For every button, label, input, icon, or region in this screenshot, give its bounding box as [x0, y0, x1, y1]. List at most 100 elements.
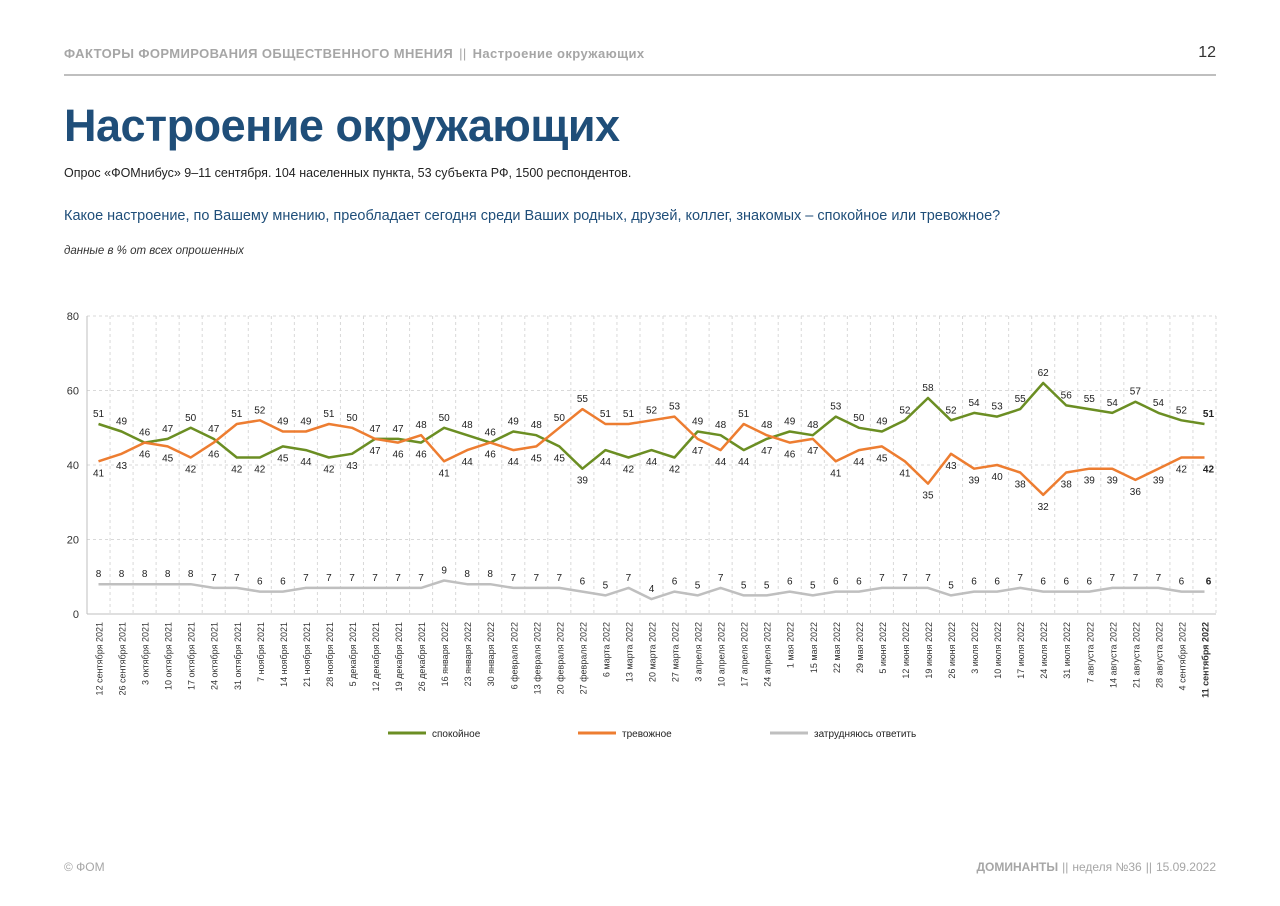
x-tick-label: 21 ноября 2021 — [302, 622, 312, 687]
data-label-anxious: 45 — [876, 453, 888, 464]
data-label-anxious: 39 — [1084, 476, 1096, 487]
data-label-hard: 8 — [165, 569, 171, 580]
data-label-anxious: 55 — [577, 394, 589, 405]
x-tick-label: 31 июля 2022 — [1062, 622, 1072, 679]
x-tick-label: 7 августа 2022 — [1085, 622, 1095, 683]
data-label-calm: 49 — [876, 416, 888, 427]
data-label-hard: 7 — [1133, 573, 1139, 584]
data-label-hard: 7 — [879, 573, 885, 584]
data-label-calm: 52 — [1176, 405, 1188, 416]
data-label-calm: 49 — [116, 416, 128, 427]
data-label-anxious: 46 — [392, 450, 404, 461]
data-label-anxious: 36 — [1130, 487, 1142, 498]
data-label-calm: 55 — [1015, 394, 1027, 405]
data-label-anxious: 38 — [1061, 479, 1073, 490]
data-label-anxious: 35 — [922, 491, 934, 502]
data-label-calm: 55 — [1084, 394, 1096, 405]
x-tick-label: 24 апреля 2022 — [763, 622, 773, 687]
data-label-calm: 54 — [1153, 398, 1165, 409]
x-tick-label: 22 мая 2022 — [832, 622, 842, 673]
x-tick-label: 12 декабря 2021 — [371, 622, 381, 691]
data-label-hard: 7 — [418, 573, 424, 584]
x-tick-label: 21 августа 2022 — [1131, 622, 1141, 688]
data-label-hard: 8 — [464, 569, 470, 580]
data-label-calm: 43 — [346, 461, 358, 472]
x-tick-label: 17 апреля 2022 — [740, 622, 750, 687]
data-label-calm: 56 — [1061, 390, 1073, 401]
x-tick-label: 11 сентября 2022 — [1200, 622, 1210, 698]
data-label-calm: 47 — [208, 424, 220, 435]
data-label-hard: 5 — [603, 580, 609, 591]
page-title: Настроение окружающих — [64, 100, 620, 151]
x-tick-label: 24 октября 2021 — [210, 622, 220, 690]
x-tick-label: 29 мая 2022 — [855, 622, 865, 673]
footer-separator: || — [1062, 860, 1069, 874]
data-label-anxious: 51 — [231, 409, 243, 420]
x-tick-label: 30 января 2022 — [486, 622, 496, 686]
x-tick-label: 13 февраля 2022 — [532, 622, 542, 694]
y-tick-label: 20 — [67, 535, 79, 547]
data-label-calm: 42 — [669, 465, 681, 476]
data-label-hard: 8 — [142, 569, 148, 580]
series-line-2 — [98, 579, 1205, 601]
data-label-anxious: 42 — [1176, 465, 1188, 476]
footer-week: неделя №36 — [1072, 860, 1142, 874]
data-label-anxious: 52 — [254, 405, 266, 416]
data-label-hard: 6 — [672, 577, 678, 588]
data-label-anxious: 50 — [554, 413, 566, 424]
data-label-calm: 52 — [945, 405, 957, 416]
data-label-hard: 7 — [925, 573, 931, 584]
data-label-anxious: 44 — [508, 457, 520, 468]
data-label-hard: 7 — [534, 573, 540, 584]
data-label-calm: 57 — [1130, 387, 1142, 398]
data-label-hard: 8 — [487, 569, 493, 580]
data-label-hard: 7 — [557, 573, 563, 584]
x-tick-label: 26 сентября 2021 — [118, 622, 128, 695]
data-label-calm: 53 — [830, 402, 842, 413]
x-tick-label: 14 августа 2022 — [1108, 622, 1118, 688]
data-label-calm: 47 — [761, 446, 773, 457]
data-label-calm: 48 — [807, 420, 819, 431]
data-label-calm: 44 — [600, 457, 612, 468]
data-label-calm: 48 — [462, 420, 474, 431]
data-label-anxious: 43 — [945, 461, 957, 472]
x-tick-label: 19 июня 2022 — [924, 622, 934, 679]
x-tick-label: 19 декабря 2021 — [394, 622, 404, 691]
data-label-hard: 7 — [303, 573, 309, 584]
x-tick-label: 15 мая 2022 — [809, 622, 819, 673]
data-label-anxious: 42 — [185, 465, 197, 476]
footer-brand: ДОМИНАНТЫ — [976, 860, 1059, 874]
x-tick-label: 17 октября 2021 — [187, 622, 197, 690]
data-label-hard: 7 — [326, 573, 332, 584]
y-tick-label: 60 — [67, 386, 79, 398]
data-label-hard: 7 — [902, 573, 908, 584]
data-label-calm: 54 — [1107, 398, 1119, 409]
data-label-hard: 9 — [441, 565, 447, 576]
data-label-hard: 6 — [1040, 577, 1046, 588]
survey-info: Опрос «ФОМнибус» 9–11 сентября. 104 насе… — [64, 166, 632, 180]
data-label-hard: 6 — [280, 577, 286, 588]
x-tick-label: 7 ноября 2021 — [256, 622, 266, 682]
y-tick-label: 0 — [73, 609, 79, 621]
section-name: ФАКТОРЫ ФОРМИРОВАНИЯ ОБЩЕСТВЕННОГО МНЕНИ… — [64, 46, 454, 61]
data-label-calm: 46 — [416, 450, 428, 461]
data-label-calm: 52 — [899, 405, 911, 416]
data-label-hard: 6 — [1063, 577, 1069, 588]
data-label-anxious: 40 — [992, 472, 1004, 483]
data-label-calm: 51 — [1203, 409, 1215, 420]
data-label-hard: 7 — [626, 573, 632, 584]
legend-label-2: затрудняюсь ответить — [814, 729, 916, 740]
x-tick-label: 20 февраля 2022 — [555, 622, 565, 694]
data-label-hard: 6 — [833, 577, 839, 588]
x-tick-label: 14 ноября 2021 — [279, 622, 289, 687]
data-label-anxious: 49 — [300, 416, 312, 427]
x-tick-label: 6 февраля 2022 — [509, 622, 519, 689]
units-note: данные в % от всех опрошенных — [64, 245, 244, 257]
data-label-calm: 50 — [853, 413, 865, 424]
data-label-calm: 47 — [369, 424, 381, 435]
subsection-name: Настроение окружающих — [472, 46, 645, 61]
page-number: 12 — [1198, 44, 1216, 61]
data-label-hard: 7 — [234, 573, 240, 584]
legend-label-1: тревожное — [622, 729, 672, 740]
